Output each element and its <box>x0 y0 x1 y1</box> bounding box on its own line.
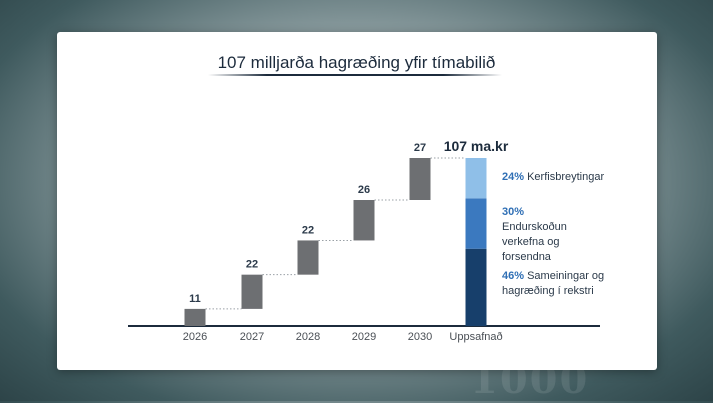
legend-text-3: Sameiningar og hagræðing í rekstri <box>502 270 605 297</box>
data-label-2027: 22 <box>246 259 258 271</box>
bar-2030 <box>409 158 431 200</box>
legend-percent-1: 24% <box>502 171 525 183</box>
total-segment-3 <box>465 248 487 326</box>
legend-text-1: Kerfisbreytingar <box>527 171 605 183</box>
data-label-2026: 11 <box>189 293 201 305</box>
data-label-2030: 27 <box>414 142 426 154</box>
x-tick-2029: 2029 <box>352 331 376 343</box>
bar-2029 <box>353 200 375 241</box>
x-tick-2028: 2028 <box>296 331 320 343</box>
legend-item-3: 46% Sameiningar og hagræðing í rekstri <box>502 269 614 299</box>
bar-2026 <box>184 308 206 326</box>
legend-percent-2: 30% <box>502 206 525 218</box>
title-underline <box>208 74 502 76</box>
legend-percent-3: 46% <box>502 270 525 282</box>
total-label: 107 ma.kr <box>444 138 509 154</box>
legend-text-2: Endurskoðun verkefna og forsendna <box>502 221 567 263</box>
x-tick-2027: 2027 <box>240 331 264 343</box>
chart-title: 107 milljarða hagræðing yfir tímabilið <box>217 53 496 72</box>
x-tick-2026: 2026 <box>183 331 207 343</box>
bar-2028 <box>297 240 319 275</box>
total-segment-2 <box>465 198 487 249</box>
bar-2027 <box>241 274 263 309</box>
total-segment-1 <box>465 158 487 199</box>
legend-item-2: 30% Endurskoðun verkefna og forsendna <box>502 205 580 265</box>
data-label-2028: 22 <box>302 224 314 236</box>
data-label-2029: 26 <box>358 184 370 196</box>
legend-item-1: 24% Kerfisbreytingar <box>502 170 604 185</box>
x-tick-2030: 2030 <box>408 331 432 343</box>
x-tick-total: Uppsafnað <box>449 331 502 343</box>
